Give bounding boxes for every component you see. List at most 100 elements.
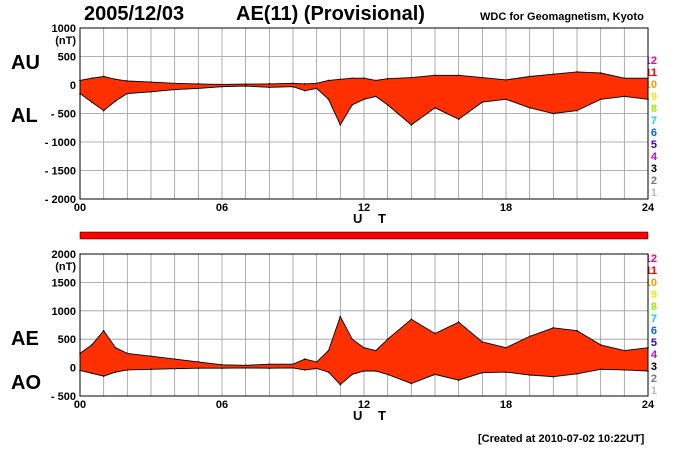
ae-ao-ao-point <box>505 371 507 373</box>
au-al-au-point <box>102 75 105 78</box>
ae-ao-ao-point <box>91 372 93 375</box>
au-al-au-point <box>386 77 389 80</box>
ae-ao-ao-point <box>173 367 176 370</box>
ae-ao-ae-point <box>339 315 342 318</box>
legend-item-8: 8 <box>650 103 657 115</box>
ae-ao-ae-point <box>91 344 93 346</box>
ao-label: AO <box>11 372 41 394</box>
au-al-al-point <box>315 87 318 90</box>
ae-ao-ae-point <box>457 321 460 323</box>
au-al-au-point <box>304 83 306 85</box>
source-label: WDC for Geomagnetism, Kyoto <box>480 11 644 23</box>
au-al-al-point <box>304 89 306 92</box>
au-al-au-point <box>327 79 330 82</box>
ae-ao-ae-point <box>623 349 626 352</box>
ae-ao-ytick-label: 1000 <box>52 306 76 318</box>
au-al-al-point <box>102 109 105 112</box>
station-count-bar <box>80 232 648 239</box>
legend-item-7: 7 <box>650 313 657 325</box>
ae-ao-ae-point <box>126 352 129 355</box>
ae-ao-ae-point <box>375 349 377 352</box>
au-al-au-point <box>244 83 247 85</box>
date-title: 2005/12/03 <box>84 3 185 25</box>
au-al-al-point <box>114 100 117 102</box>
au-al-au-point <box>375 79 377 82</box>
legend-item-1: 1 <box>650 187 657 199</box>
au-al-xtick-label: 18 <box>500 202 512 214</box>
ae-ao-ae-point <box>173 358 176 360</box>
au-al-al-point <box>505 98 507 101</box>
ae-ao-ao-point <box>339 383 342 386</box>
ae-ao-ao-point <box>221 367 223 369</box>
au-al-au-point <box>114 78 117 81</box>
ae-ao-ae-point <box>434 332 436 335</box>
au-al-frame-border <box>79 27 649 200</box>
legend-item-6: 6 <box>650 127 657 139</box>
au-al-au-point <box>126 80 129 82</box>
ae-ao-ae-point <box>410 318 413 321</box>
au-al-al-point <box>528 107 531 109</box>
legend-item-9: 9 <box>650 91 657 103</box>
au-al-al-point <box>434 107 436 109</box>
au-al-al-point <box>292 85 294 88</box>
ae-ao-ao-point <box>386 373 389 376</box>
ae-ao-ytick-label: 500 <box>58 334 76 346</box>
ae-ao-ao-point <box>315 367 318 370</box>
ae-ao-ao-point <box>528 374 531 376</box>
au-al-ytick-label: 1000 <box>52 23 76 35</box>
legend-item-2: 2 <box>650 175 657 187</box>
au-al-au-point <box>363 77 365 79</box>
au-al-au-point <box>315 82 318 85</box>
au-al-au-point <box>457 74 460 77</box>
au-al-au-point <box>505 79 507 81</box>
ae-ao-ae-point <box>292 363 294 365</box>
ae-ao-ao-point <box>623 369 626 371</box>
ae-ao-ao-point <box>351 373 353 376</box>
ae-ao-ao-point <box>150 368 152 371</box>
au-al-ytick-label: - 1500 <box>45 166 76 178</box>
ae-ao-ae-point <box>351 338 353 341</box>
legend-item-8: 8 <box>650 301 657 313</box>
ae-ao-ae-point <box>244 364 247 367</box>
au-al-ytick-label: - 500 <box>51 109 76 121</box>
au-al-al-point <box>91 101 93 103</box>
ae-ao-ao-point <box>599 368 602 371</box>
ae-ao-ytick-label: - 500 <box>51 391 76 403</box>
au-al-au-point <box>481 76 484 79</box>
ae-ao-ao-point <box>375 370 377 372</box>
au-al-al-point <box>150 91 152 93</box>
au-al-au-point <box>221 83 223 86</box>
au-al-au-point <box>339 78 342 81</box>
au-al-al-point <box>197 87 200 90</box>
au-al-xtick-label: 00 <box>74 202 86 214</box>
ae-ao-ae-point <box>102 329 105 332</box>
legend-item-4: 4 <box>650 151 657 163</box>
au-label: AU <box>11 52 40 74</box>
au-al-al-point <box>327 98 330 101</box>
ae-ao-xtick-label: 24 <box>642 399 655 411</box>
ae-ao-ao-point <box>304 369 306 371</box>
au-al-au-point <box>410 76 413 79</box>
ae-ao-ae-point <box>268 363 271 365</box>
au-al-al-point <box>339 124 342 126</box>
ae-ao-xtick-label: 06 <box>216 399 228 411</box>
ae-ao-ae-point <box>552 327 555 329</box>
au-al-al-point <box>386 104 389 106</box>
au-al-al-point <box>623 95 626 98</box>
au-al-al-point <box>552 112 555 115</box>
au-al-al-point <box>351 104 353 106</box>
au-al-au-point <box>292 82 294 85</box>
au-al-al-point <box>244 85 247 87</box>
au-al-au-point <box>268 83 271 85</box>
ae-ao-ae-point <box>481 341 484 343</box>
au-al-au-point <box>351 77 353 79</box>
station-count-bar-border <box>79 231 649 240</box>
ae-ao-ao-point <box>434 373 436 376</box>
legend-item-9: 9 <box>650 289 657 301</box>
au-al-au-point <box>623 77 626 79</box>
au-al-au-point <box>173 82 176 85</box>
au-al-ytick-label: 500 <box>58 52 76 64</box>
au-al-xtick-label: 06 <box>216 202 228 214</box>
ae-ao-ae-point <box>505 346 507 349</box>
ae-ao-ao-point <box>114 371 117 373</box>
